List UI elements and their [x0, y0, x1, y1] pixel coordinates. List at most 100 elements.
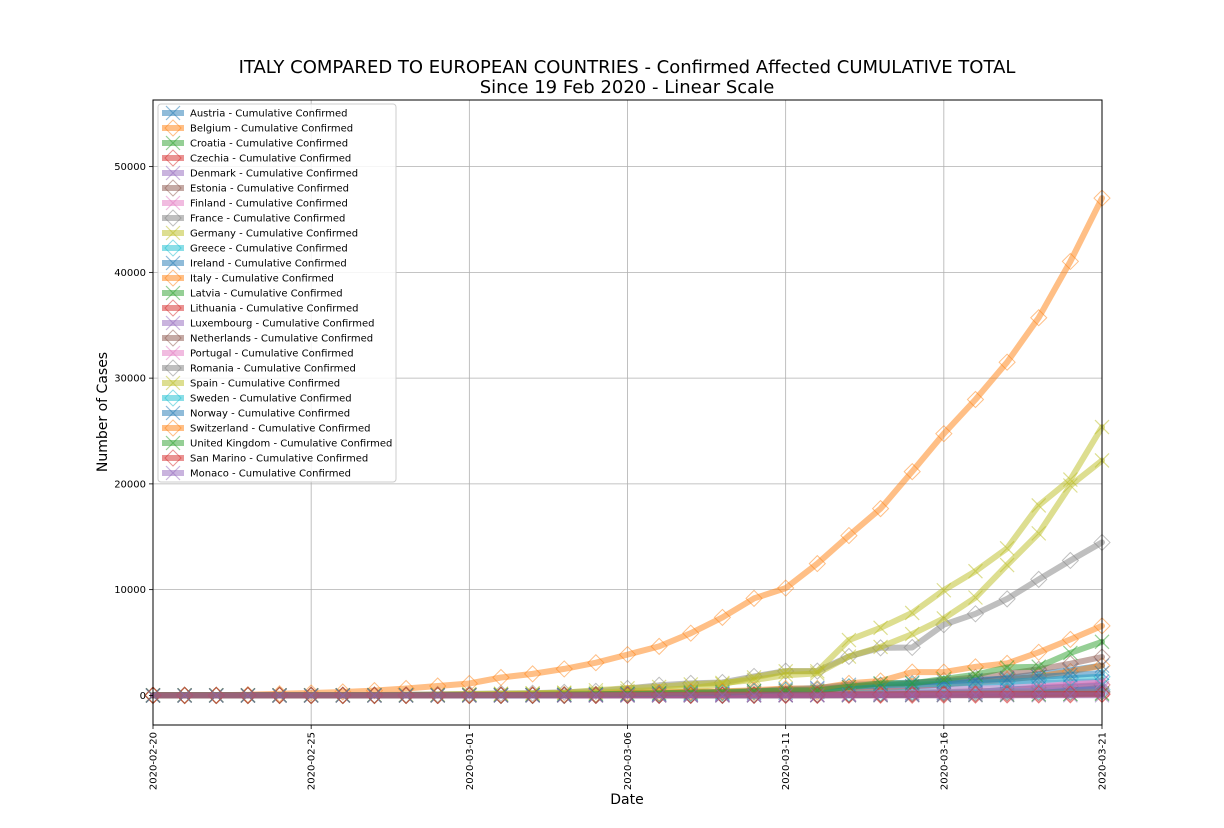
- legend-marker: [165, 165, 181, 181]
- data-point: [1062, 472, 1078, 487]
- data-point: [270, 685, 289, 703]
- data-point: [620, 687, 635, 703]
- data-point: [808, 554, 827, 573]
- legend-marker: [165, 105, 181, 121]
- data-point: [650, 686, 668, 704]
- data-point: [303, 687, 319, 703]
- y-tick-label: 0: [140, 691, 146, 702]
- legend-label: Latvia - Cumulative Confirmed: [190, 289, 343, 300]
- chart-title: ITALY COMPARED TO EUROPEAN COUNTRIES - C…: [239, 57, 1016, 78]
- data-point: [871, 685, 890, 704]
- data-point: [999, 660, 1015, 675]
- data-point: [430, 687, 446, 703]
- data-point: [1062, 645, 1078, 661]
- y-tick-label: 10000: [114, 585, 146, 596]
- data-point: [493, 687, 509, 703]
- data-point: [903, 638, 921, 657]
- x-tick-label: 2020-02-20: [149, 732, 160, 790]
- data-point: [682, 624, 700, 642]
- data-point: [1031, 669, 1047, 685]
- legend-item: France - Cumulative Confirmed: [162, 209, 345, 227]
- data-point: [841, 632, 857, 648]
- legend-marker: [165, 315, 181, 331]
- legend-label: Norway - Cumulative Confirmed: [190, 409, 350, 420]
- legend-label: Monaco - Cumulative Confirmed: [190, 469, 351, 480]
- legend: Austria - Cumulative Confirmed Belgium - …: [157, 103, 397, 483]
- legend-label: Belgium - Cumulative Confirmed: [190, 124, 353, 135]
- legend-item: Austria - Cumulative Confirmed: [162, 105, 347, 121]
- data-point: [682, 683, 700, 701]
- legend-label: Lithuania - Cumulative Confirmed: [190, 304, 358, 315]
- x-axis-label: Date: [610, 792, 643, 808]
- series-group: [144, 189, 1111, 705]
- legend-item: Greece - Cumulative Confirmed: [162, 239, 348, 257]
- y-ticks: 0 10000 20000 30000 40000 50000: [114, 162, 153, 702]
- data-point: [935, 685, 953, 703]
- data-point: [1062, 687, 1078, 703]
- legend-label: Spain - Cumulative Confirmed: [190, 379, 340, 390]
- data-point: [936, 611, 952, 626]
- data-point: [398, 687, 414, 703]
- legend-item: Switzerland - Cumulative Confirmed: [162, 419, 370, 437]
- data-point: [968, 687, 983, 703]
- data-point: [525, 687, 541, 703]
- legend-label: Italy - Cumulative Confirmed: [190, 274, 334, 285]
- data-point: [713, 608, 732, 627]
- legend-item: Estonia - Cumulative Confirmed: [162, 179, 349, 197]
- legend-label: France - Cumulative Confirmed: [190, 214, 345, 225]
- data-point: [776, 579, 795, 597]
- legend-marker: [164, 119, 182, 137]
- legend-item: Latvia - Cumulative Confirmed: [162, 285, 343, 301]
- legend-marker: [165, 465, 181, 481]
- data-point: [998, 654, 1016, 673]
- legend-label: Czechia - Cumulative Confirmed: [190, 154, 351, 165]
- data-point: [841, 687, 857, 703]
- y-tick-label: 20000: [114, 479, 146, 490]
- data-point: [208, 687, 224, 703]
- legend-item: Monaco - Cumulative Confirmed: [162, 465, 351, 481]
- legend-marker: [165, 255, 181, 271]
- data-point: [367, 687, 382, 703]
- legend-label: Switzerland - Cumulative Confirmed: [190, 424, 370, 435]
- data-point: [1062, 667, 1078, 683]
- legend-label: San Marino - Cumulative Confirmed: [190, 454, 368, 465]
- legend-item: Netherlands - Cumulative Confirmed: [162, 329, 373, 347]
- legend-label: Romania - Cumulative Confirmed: [190, 364, 356, 375]
- data-point: [999, 557, 1015, 573]
- legend-item: Denmark - Cumulative Confirmed: [162, 165, 358, 181]
- x-tick-label: 2020-03-21: [1098, 732, 1109, 790]
- data-point: [1031, 525, 1047, 541]
- data-point: [903, 462, 921, 481]
- x-ticks: 2020-02-20 2020-02-25 2020-03-01 2020-03-06…: [149, 725, 1109, 790]
- legend-marker: [164, 269, 182, 287]
- data-point: [746, 687, 762, 703]
- data-point: [840, 526, 858, 545]
- data-point: [177, 687, 193, 703]
- data-point: [1031, 687, 1047, 703]
- data-point: [335, 687, 351, 703]
- legend-marker: [165, 195, 181, 211]
- chart-subtitle: Since 19 Feb 2020 - Linear Scale: [480, 77, 775, 98]
- legend-frame: [157, 103, 397, 483]
- x-tick-label: 2020-03-11: [781, 732, 792, 790]
- data-point: [460, 674, 479, 693]
- legend-label: Germany - Cumulative Confirmed: [190, 229, 358, 240]
- legend-item: Czechia - Cumulative Confirmed: [162, 149, 351, 167]
- legend-item: Sweden - Cumulative Confirmed: [162, 389, 352, 407]
- data-point: [999, 540, 1015, 556]
- data-point: [1061, 551, 1080, 570]
- legend-marker: [164, 149, 182, 167]
- legend-item: Romania - Cumulative Confirmed: [162, 359, 356, 377]
- data-point: [903, 663, 921, 681]
- x-tick-label: 2020-03-16: [939, 732, 950, 790]
- data-point: [240, 687, 256, 703]
- legend-item: Belgium - Cumulative Confirmed: [162, 119, 353, 137]
- y-axis-label: Number of Cases: [95, 352, 111, 472]
- data-point: [745, 686, 763, 704]
- legend-item: Croatia - Cumulative Confirmed: [162, 135, 348, 151]
- data-point: [998, 590, 1016, 608]
- data-point: [904, 626, 920, 642]
- data-point: [492, 668, 510, 687]
- legend-label: Denmark - Cumulative Confirmed: [190, 169, 358, 180]
- data-point: [809, 687, 825, 703]
